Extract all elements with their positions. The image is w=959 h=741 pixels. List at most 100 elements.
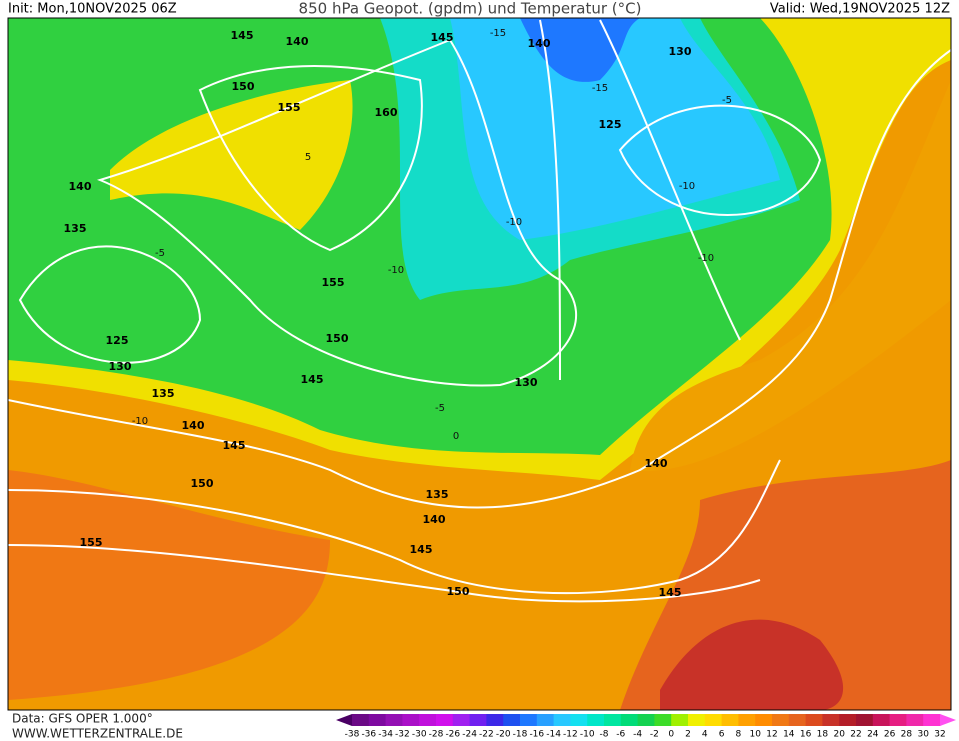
colorbar-tick-label: 24: [867, 730, 879, 740]
colorbar-segment: [923, 714, 941, 726]
colorbar-segment: [520, 714, 538, 726]
geopotential-label: 160: [375, 106, 398, 119]
geopotential-label: 140: [286, 35, 309, 48]
colorbar-segment: [654, 714, 672, 726]
colorbar-segment: [419, 714, 437, 726]
temperature-label: -5: [435, 403, 445, 414]
geopotential-label: 125: [106, 334, 129, 347]
website: WWW.WETTERZENTRALE.DE: [12, 727, 183, 741]
colorbar-segment: [839, 714, 857, 726]
geopotential-label: 135: [64, 222, 87, 235]
geopotential-label: 145: [659, 586, 682, 599]
valid-time: Valid: Wed,19NOV2025 12Z: [770, 2, 950, 17]
colorbar-arrow-left: [336, 714, 352, 726]
colorbar-tick-label: -4: [633, 730, 642, 740]
colorbar-segment: [604, 714, 622, 726]
colorbar-segment: [788, 714, 807, 726]
colorbar-tick-label: 22: [850, 730, 861, 740]
colorbar-segment: [822, 714, 840, 726]
colorbar-tick-label: 4: [702, 730, 708, 740]
colorbar-tick-label: 8: [736, 730, 742, 740]
geopotential-label: 140: [645, 457, 668, 470]
colorbar-tick-label: -32: [395, 730, 410, 740]
temperature-label: -10: [388, 265, 404, 276]
geopotential-label: 130: [109, 360, 132, 373]
geopotential-label: 130: [669, 45, 692, 58]
colorbar-tick-label: -16: [529, 730, 544, 740]
colorbar-segment: [368, 714, 387, 726]
colorbar-segment: [755, 714, 773, 726]
temperature-label: -10: [506, 217, 522, 228]
geopotential-label: 155: [278, 101, 301, 114]
geopotential-label: 145: [410, 543, 433, 556]
colorbar-segment: [620, 714, 639, 726]
colorbar-tick-label: -34: [378, 730, 393, 740]
colorbar-tick-label: -12: [563, 730, 578, 740]
init-time: Init: Mon,10NOV2025 06Z: [8, 2, 177, 17]
colorbar-segment: [805, 714, 823, 726]
colorbar-tick-label: -18: [513, 730, 528, 740]
colorbar-segment: [536, 714, 555, 726]
colorbar-segment: [889, 714, 907, 726]
colorbar-tick-label: -30: [412, 730, 427, 740]
geopotential-label: 155: [322, 276, 345, 289]
geopotential-label: 150: [447, 585, 470, 598]
geopotential-label: 140: [423, 513, 446, 526]
colorbar-segment: [486, 714, 504, 726]
colorbar-tick-label: -38: [345, 730, 360, 740]
geopotential-label: 140: [528, 37, 551, 50]
temperature-label: -5: [155, 248, 165, 259]
colorbar-tick-label: -14: [546, 730, 561, 740]
colorbar-segment: [352, 714, 370, 726]
colorbar-arrow-right: [940, 714, 956, 726]
colorbar-tick-label: -20: [496, 730, 511, 740]
geopotential-label: 150: [326, 332, 349, 345]
colorbar-segment: [469, 714, 487, 726]
colorbar-tick-label: 2: [685, 730, 691, 740]
colorbar-segment: [587, 714, 605, 726]
colorbar-tick-label: 30: [917, 730, 929, 740]
geopotential-label: 145: [301, 373, 324, 386]
colorbar-tick-label: 0: [668, 730, 674, 740]
colorbar-segment: [688, 714, 706, 726]
colorbar-segment: [906, 714, 924, 726]
data-source: Data: GFS OPER 1.000°: [12, 712, 153, 726]
geopotential-label: 145: [431, 31, 454, 44]
colorbar-segment: [503, 714, 521, 726]
temperature-label: -5: [722, 95, 732, 106]
colorbar-segment: [570, 714, 588, 726]
colorbar-segment: [856, 714, 874, 726]
colorbar-tick-label: 26: [884, 730, 896, 740]
colorbar-tick-label: 6: [719, 730, 725, 740]
colorbar-segment: [436, 714, 454, 726]
map-frame: [7, 17, 952, 711]
geopotential-label: 130: [515, 376, 538, 389]
geopotential-label: 155: [80, 536, 103, 549]
contour-labels: 145 140 145 140 130 150 155 160 125 140 135 155 150 1…: [64, 28, 732, 599]
colorbar-tick-label: 10: [749, 730, 761, 740]
colorbar: -38 -36 -34 -32 -30 -28 -26 -24 -22 -20 -18 -16 -14-…: [336, 714, 956, 740]
colorbar-tick-label: -2: [650, 730, 659, 740]
geopotential-label: 145: [231, 29, 254, 42]
geopotential-label: 150: [232, 80, 255, 93]
temperature-label: -10: [132, 416, 148, 427]
geopotential-label: 125: [599, 118, 622, 131]
geopotential-label: 140: [182, 419, 205, 432]
temperature-label: -15: [592, 83, 608, 94]
temperature-label: -10: [698, 253, 714, 264]
colorbar-tick-label: 16: [800, 730, 812, 740]
geopotential-label: 150: [191, 477, 214, 490]
colorbar-tick-label: -6: [616, 730, 625, 740]
colorbar-tick-label: -28: [429, 730, 444, 740]
colorbar-segment: [452, 714, 471, 726]
geopotential-label: 135: [152, 387, 175, 400]
colorbar-segment: [385, 714, 403, 726]
colorbar-segment: [671, 714, 689, 726]
temperature-label: 0: [453, 431, 459, 442]
colorbar-tick-label: 12: [766, 730, 777, 740]
colorbar-segment: [872, 714, 891, 726]
colorbar-segment: [772, 714, 790, 726]
colorbar-segment: [738, 714, 756, 726]
